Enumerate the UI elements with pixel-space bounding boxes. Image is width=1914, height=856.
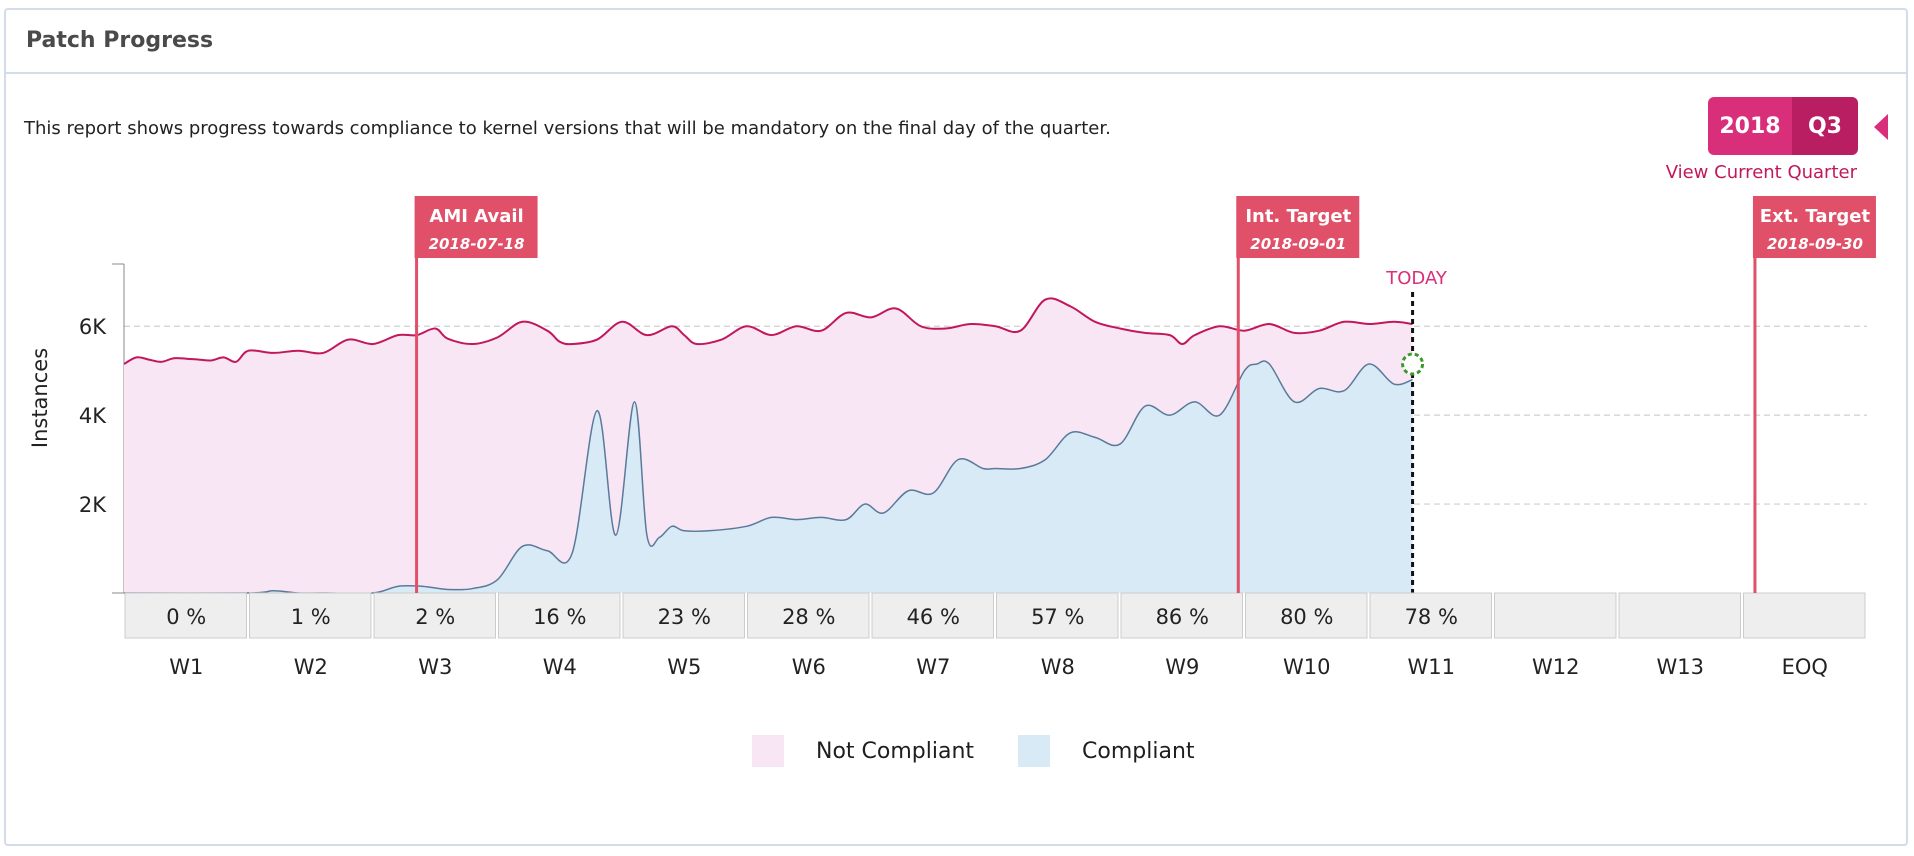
legend-swatch-compliant [1018,735,1051,767]
quarter-selector[interactable]: 2018 Q3 [1708,97,1858,155]
percent-cell [373,592,496,639]
percent-cell [747,592,870,639]
today-projection-point [1401,352,1425,376]
year-button[interactable]: 2018 [1708,97,1792,155]
week-label: W10 [1283,655,1331,679]
chart-legend: Not Compliant Compliant [752,735,1195,767]
week-label: W11 [1408,655,1456,679]
legend-item-compliant: Compliant [1018,735,1195,767]
milestone-flag [1236,196,1360,258]
today-label: TODAY [1385,268,1448,289]
percent-cell [498,592,621,639]
percent-label: 80 % [1280,605,1333,629]
y-axis-label: Instances [28,348,52,448]
milestone-flag [414,196,538,258]
week-label: W6 [792,655,826,679]
week-label: W7 [916,655,950,679]
percent-label: 28 % [782,605,835,629]
week-label: W8 [1041,655,1075,679]
report-description: This report shows progress towards compl… [24,118,1111,139]
legend-swatch-not-compliant [752,735,784,767]
percent-label: 2 % [415,605,455,629]
percent-label: 46 % [907,605,960,629]
legend-label-compliant: Compliant [1082,738,1195,764]
percent-label: 78 % [1405,605,1458,629]
legend-item-not-compliant: Not Compliant [752,735,974,767]
percent-label: 23 % [658,605,711,629]
percent-label: 1 % [291,605,331,629]
panel-header: Patch Progress [6,10,1906,74]
compliant-area [124,360,1413,594]
panel-title: Patch Progress [26,28,214,53]
percent-cell [1743,592,1866,639]
compliant-line [123,360,1413,595]
view-current-quarter-link[interactable]: View Current Quarter [1665,162,1857,183]
quarter-button[interactable]: Q3 [1792,97,1858,155]
percent-cell [124,592,247,639]
quarter-toggle-arrow-icon[interactable] [1874,114,1888,140]
percent-cell [1494,592,1617,639]
milestone-date: 2018-07-18 [429,235,525,253]
week-label: EOQ [1782,655,1828,679]
week-label: W1 [169,655,203,679]
percent-label: 16 % [533,605,586,629]
percent-cell [1120,592,1243,639]
week-label: W12 [1532,655,1580,679]
milestone-label: Int. Target [1245,206,1351,227]
percent-label: 0 % [166,605,206,629]
milestone-date: 2018-09-30 [1767,235,1863,253]
percent-label: 86 % [1156,605,1209,629]
y-tick-label: 2K [79,493,107,517]
week-label: W9 [1165,655,1199,679]
milestone-flag [1752,196,1876,258]
week-label: W3 [418,655,452,679]
percent-label: 57 % [1031,605,1084,629]
week-label: W5 [667,655,701,679]
milestone-label: AMI Avail [429,206,523,227]
week-label: W2 [294,655,328,679]
y-tick-label: 6K [79,315,107,339]
percent-cell [1369,592,1492,639]
percent-cell [996,592,1119,639]
milestone-label: Ext. Target [1760,206,1871,227]
not-compliant-line [123,297,1413,365]
percent-cell [622,592,745,639]
legend-label-not-compliant: Not Compliant [816,738,975,764]
milestone-date: 2018-09-01 [1250,235,1346,253]
week-label: W13 [1657,655,1705,679]
percent-cell [871,592,994,639]
y-tick-label: 4K [79,404,107,428]
percent-cell [249,592,372,639]
percent-cell [1618,592,1741,639]
week-label: W4 [543,655,577,679]
percent-cell [1245,592,1368,639]
